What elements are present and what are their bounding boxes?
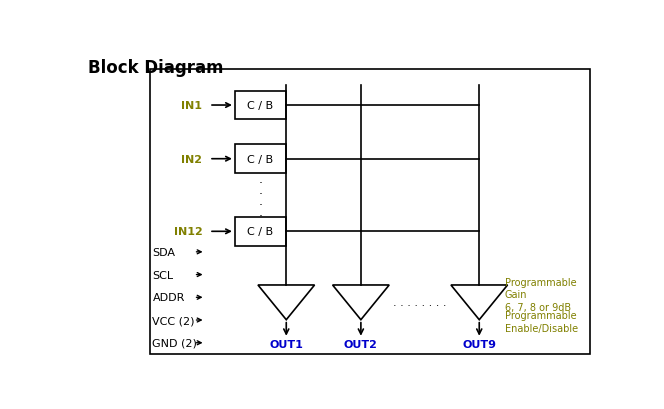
Text: OUT1: OUT1 [270,339,303,349]
Text: ADDR: ADDR [153,292,185,303]
Text: . . . . . . . .: . . . . . . . . [393,298,447,308]
Polygon shape [451,285,507,320]
Text: .
.
.
.: . . . . [258,173,262,218]
Bar [235,145,286,173]
Text: C / B: C / B [248,154,274,164]
Bar [150,70,590,355]
Text: Block Diagram: Block Diagram [88,58,224,76]
Text: OUT9: OUT9 [462,339,496,349]
Text: C / B: C / B [248,227,274,237]
Text: SDA: SDA [153,247,175,257]
Text: VCC (2): VCC (2) [153,315,195,325]
Text: Programmable
Enable/Disable: Programmable Enable/Disable [505,310,578,333]
Text: SCL: SCL [153,270,173,280]
Text: IN12: IN12 [174,227,203,237]
Polygon shape [333,285,389,320]
Text: IN1: IN1 [181,101,203,111]
Bar [235,92,286,120]
Polygon shape [258,285,315,320]
Text: OUT2: OUT2 [344,339,378,349]
Text: IN2: IN2 [181,154,203,164]
Text: Programmable
Gain
6, 7, 8 or 9dB: Programmable Gain 6, 7, 8 or 9dB [505,277,576,312]
Text: GND (2): GND (2) [153,338,197,348]
Bar [235,218,286,246]
Text: C / B: C / B [248,101,274,111]
